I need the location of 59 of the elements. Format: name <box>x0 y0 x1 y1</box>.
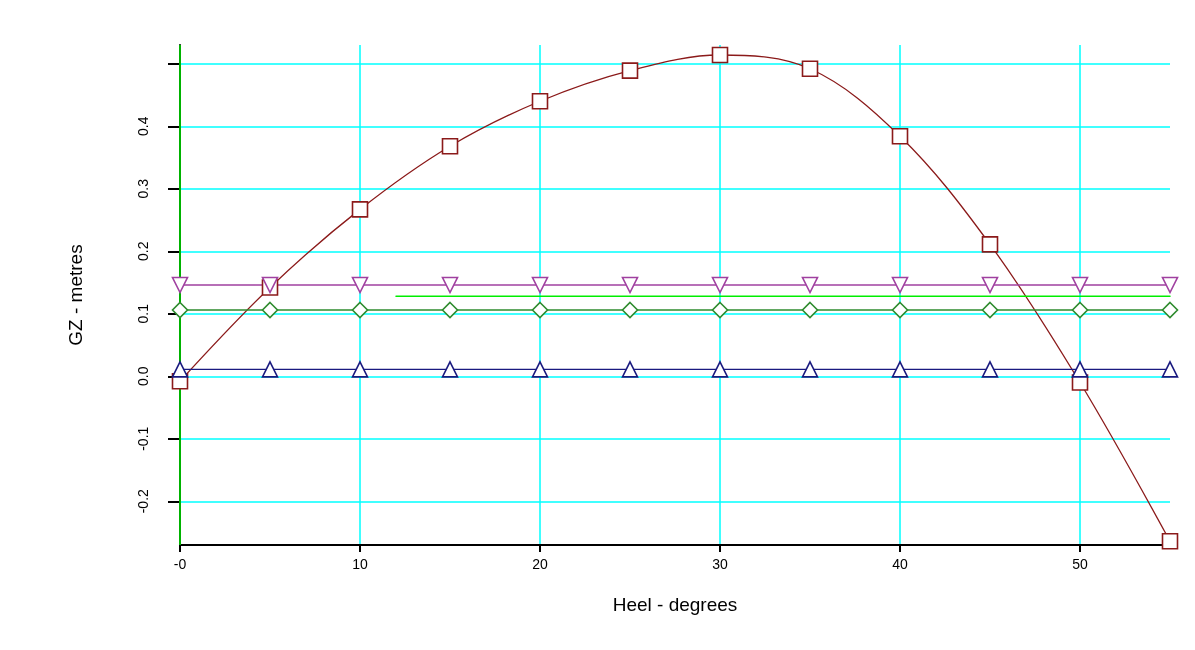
point <box>621 361 639 378</box>
point <box>621 276 639 294</box>
point <box>441 137 459 155</box>
point <box>891 361 909 378</box>
point <box>171 276 189 294</box>
point <box>351 201 369 218</box>
point <box>441 301 459 319</box>
point <box>711 46 729 64</box>
point <box>531 276 549 294</box>
x-tick-label: 50 <box>1072 556 1088 572</box>
point <box>1071 361 1089 378</box>
point <box>531 92 549 110</box>
point <box>261 301 279 319</box>
point <box>1161 301 1179 319</box>
point <box>891 276 909 294</box>
point <box>711 361 729 378</box>
point <box>801 301 819 319</box>
point <box>1071 276 1089 294</box>
point <box>801 60 819 78</box>
y-tick-label: -0.1 <box>135 426 151 451</box>
x-tick-label: 40 <box>892 556 908 572</box>
point <box>351 361 369 378</box>
x-tick-label: 10 <box>352 556 368 572</box>
point <box>621 62 639 79</box>
y-tick-label: 0.3 <box>135 178 151 199</box>
point <box>1161 532 1179 550</box>
point <box>621 301 639 319</box>
point <box>1161 276 1179 294</box>
point <box>801 361 819 378</box>
x-tick-label: 30 <box>712 556 728 572</box>
y-tick-label: 0.2 <box>135 241 151 261</box>
point <box>171 361 189 378</box>
x-tick-label: 20 <box>532 556 548 572</box>
point <box>1071 301 1089 319</box>
point <box>891 127 909 145</box>
point <box>441 276 459 294</box>
x-tick-label: -0 <box>173 556 187 572</box>
point <box>981 301 999 319</box>
point <box>981 236 999 253</box>
point <box>1161 361 1179 378</box>
point <box>441 361 459 378</box>
point <box>981 361 999 378</box>
point <box>531 361 549 378</box>
x-axis-title: Heel - degrees <box>612 594 738 615</box>
y-tick-label: 0.0 <box>135 366 151 386</box>
point <box>891 301 909 319</box>
point <box>711 301 729 319</box>
y-tick-label: 0.4 <box>135 116 151 136</box>
point <box>261 361 279 378</box>
point <box>171 301 189 319</box>
point <box>351 276 369 294</box>
point <box>711 276 729 294</box>
point <box>531 301 549 319</box>
y-tick-label: 0.1 <box>135 303 151 324</box>
y-axis-title: GZ - metres <box>65 244 86 346</box>
y-tick-label: -0.2 <box>135 488 151 514</box>
point <box>981 276 999 294</box>
point <box>351 301 369 319</box>
point <box>801 276 819 294</box>
